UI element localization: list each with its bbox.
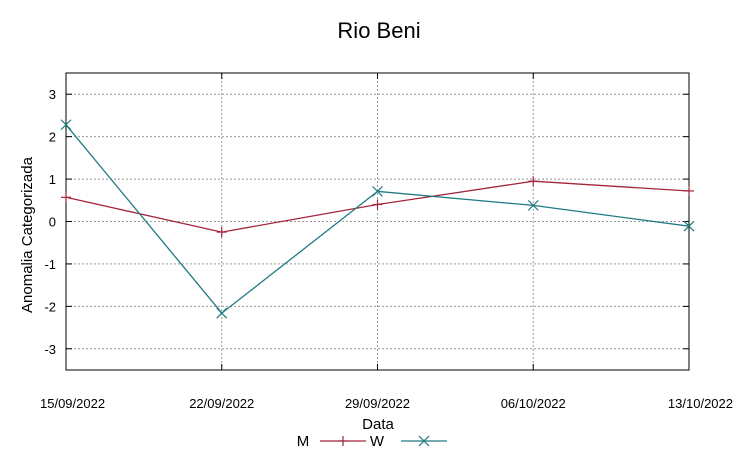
legend-label-m: M (297, 433, 310, 450)
y-tick-label: 2 (49, 130, 56, 145)
x-tick-label: 15/09/2022 (40, 396, 105, 411)
y-tick-label: 0 (49, 215, 56, 230)
y-axis-title: Anomalia Categorizada (19, 156, 36, 313)
y-tick-label: -2 (44, 299, 56, 314)
data-point-m (372, 199, 383, 210)
y-tick-label: 1 (49, 172, 56, 187)
x-axis-title: Data (362, 416, 394, 433)
legend-marker-m (338, 436, 348, 446)
data-point-m (216, 227, 227, 238)
data-point-m (61, 192, 71, 203)
grid-lines (66, 73, 689, 370)
chart-title: Rio Beni (337, 18, 420, 43)
x-axis-ticks: 15/09/2022 22/09/2022 29/09/2022 06/10/2022… (40, 73, 733, 411)
y-tick-label: -3 (44, 342, 56, 357)
y-tick-label: -1 (44, 257, 56, 272)
data-point-w (372, 185, 383, 197)
x-tick-label: 22/09/2022 (189, 396, 254, 411)
data-point-w (683, 220, 695, 232)
x-tick-label: 13/10/2022 (668, 396, 733, 411)
x-tick-label: 29/09/2022 (345, 396, 410, 411)
y-tick-label: 3 (49, 87, 56, 102)
data-point-w (216, 307, 228, 319)
x-tick-label: 06/10/2022 (501, 396, 566, 411)
data-point-m (528, 176, 539, 187)
data-series (60, 119, 695, 319)
data-point-w (60, 119, 72, 131)
legend-marker-w (418, 435, 430, 447)
data-point-w (527, 199, 539, 211)
data-point-m (684, 185, 694, 196)
legend-label-w: W (370, 433, 385, 450)
y-axis-ticks: 3 2 1 0 -1 -2 -3 (44, 87, 689, 357)
